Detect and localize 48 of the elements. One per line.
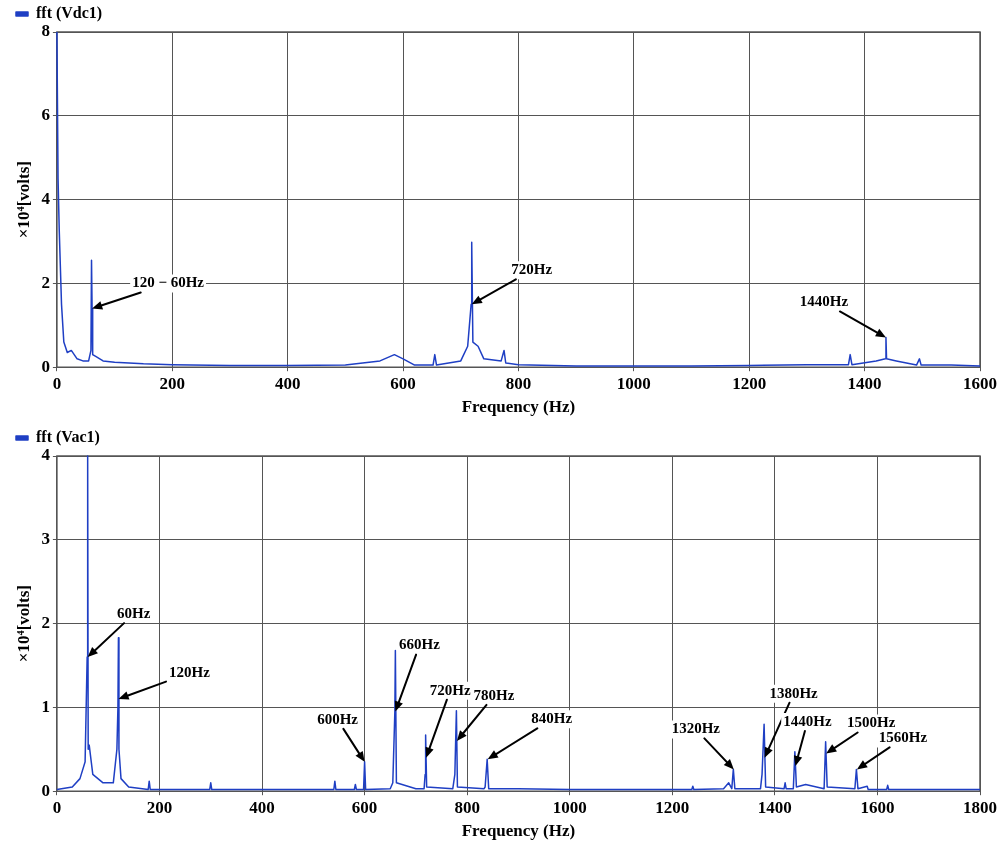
x-tick-label: 1600 bbox=[963, 373, 997, 393]
x-axis-title: Frequency (Hz) bbox=[461, 821, 576, 841]
annotation: 600Hz bbox=[317, 710, 359, 727]
x-tick-label: 1000 bbox=[552, 797, 587, 817]
annotation: 60Hz bbox=[117, 604, 151, 621]
x-tick-label: 200 bbox=[146, 797, 173, 817]
annotation: 720Hz bbox=[429, 681, 471, 698]
y-tick-label: 0 bbox=[41, 780, 50, 800]
x-tick-label: 1400 bbox=[757, 797, 792, 817]
y-tick-label: 6 bbox=[41, 105, 50, 125]
legend-label: fft (Vdc1) bbox=[36, 4, 103, 23]
annotation: 840Hz bbox=[531, 710, 573, 727]
y-tick-label: 4 bbox=[41, 188, 51, 208]
annotation: 120Hz bbox=[169, 663, 211, 680]
y-tick-label: 0 bbox=[41, 356, 50, 376]
x-tick-label: 600 bbox=[351, 797, 378, 817]
y-tick-label: 8 bbox=[41, 21, 50, 41]
y-tick-label: 1 bbox=[41, 696, 50, 716]
y-tick-label: 2 bbox=[41, 612, 50, 632]
annotation: 1320Hz bbox=[671, 720, 721, 737]
x-tick-label: 1600 bbox=[860, 797, 895, 817]
annotation: 1500Hz bbox=[846, 714, 896, 731]
legend-label: fft (Vac1) bbox=[36, 428, 100, 447]
x-tick-label: 1200 bbox=[732, 373, 767, 393]
annotation: 660Hz bbox=[398, 636, 441, 653]
x-tick-label: 800 bbox=[454, 797, 480, 817]
annotation: 1440Hz bbox=[783, 712, 832, 729]
x-tick-label: 600 bbox=[390, 373, 416, 393]
y-axis-title: ×10⁴[volts] bbox=[13, 585, 33, 663]
annotation: 720Hz bbox=[511, 261, 553, 278]
x-tick-label: 1200 bbox=[655, 797, 690, 817]
annotation: 120 − 60Hz bbox=[132, 274, 205, 291]
annotation: 780Hz bbox=[473, 686, 515, 703]
y-tick-label: 3 bbox=[41, 529, 50, 549]
x-axis-title: Frequency (Hz) bbox=[461, 397, 576, 417]
annotation: 1440Hz bbox=[799, 293, 849, 310]
annotation: 1380Hz bbox=[769, 684, 819, 701]
x-tick-label: 800 bbox=[505, 373, 532, 393]
x-tick-label: 1000 bbox=[616, 373, 651, 393]
x-tick-label: 400 bbox=[249, 797, 275, 817]
x-tick-label: 1400 bbox=[847, 373, 882, 393]
x-tick-label: 1800 bbox=[963, 797, 997, 817]
y-tick-label: 2 bbox=[41, 272, 50, 292]
y-tick-label: 4 bbox=[41, 445, 51, 465]
y-axis-title: ×10⁴[volts] bbox=[13, 161, 33, 239]
x-tick-label: 200 bbox=[159, 373, 186, 393]
annotation: 1560Hz bbox=[878, 729, 928, 746]
x-tick-label: 400 bbox=[274, 373, 301, 393]
